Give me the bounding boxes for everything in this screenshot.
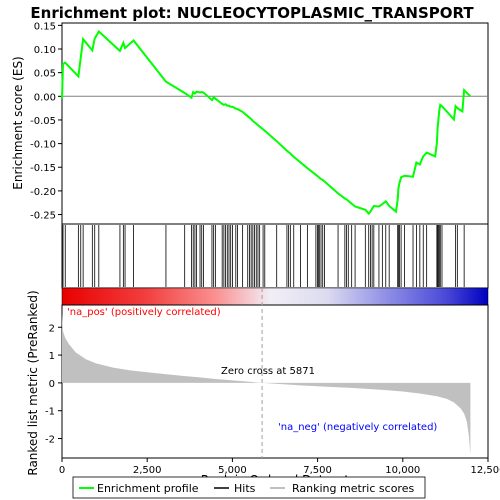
es-y-tick-label: 0.10 [34,45,56,56]
enrichment-profile-line [61,29,472,216]
metric-y-tick-label: -2 [45,435,55,446]
es-y-tick-label: 0.00 [34,92,56,103]
metric-y-tick-label: -1 [45,407,55,418]
es-y-tick-label: -0.20 [30,187,56,198]
na-pos-label: 'na_pos' (positively correlated) [67,307,221,318]
x-tick-label: 12,500 [471,465,500,476]
es-y-tick-label: 0.15 [34,21,56,32]
hits-markers [62,225,465,287]
zero-cross-label: Zero cross at 5871 [221,366,315,377]
rank-color-bar [61,287,489,306]
es-panel-frame [61,22,489,225]
chart-title: Enrichment plot: NUCLEOCYTOPLASMIC_TRANS… [30,4,474,22]
metric-y-tick-label: 0 [49,379,55,390]
x-tick-label: 0 [59,465,65,476]
es-y-tick-label: -0.05 [30,116,56,127]
metric-y-tick-label: 1 [49,351,55,362]
legend-hits-label: Hits [234,482,256,495]
na-neg-label: 'na_neg' (negatively correlated) [278,422,437,433]
legend-enrichment-label: Enrichment profile [97,482,199,495]
es-y-tick-label: -0.15 [30,163,56,174]
hits-panel-frame [61,223,489,289]
es-y-tick-label: -0.25 [30,211,56,222]
legend-metric-label: Ranking metric scores [292,482,414,495]
metric-y-axis-label: Ranked list metric (PreRanked) [26,290,40,475]
es-y-axis-label: Enrichment score (ES) [11,56,25,189]
x-axis: 0 2,500 5,000 7,500 10,000 12,500 [59,458,500,476]
metric-y-tick-label: 2 [49,323,55,334]
es-y-tick-label: -0.10 [30,140,56,151]
ranking-metric-area [62,313,471,456]
legend-box [72,476,426,499]
es-y-axis: -0.25 -0.20 -0.15 -0.10 -0.05 0.00 0.05 0.10 0.1… [30,21,62,222]
x-tick-label: 5,000 [218,465,247,476]
x-tick-label: 10,000 [385,465,420,476]
es-y-tick-label: 0.05 [34,69,56,80]
x-tick-label: 2,500 [133,465,162,476]
metric-y-axis: -2 -1 0 1 2 [45,323,62,446]
x-tick-label: 7,500 [303,465,332,476]
